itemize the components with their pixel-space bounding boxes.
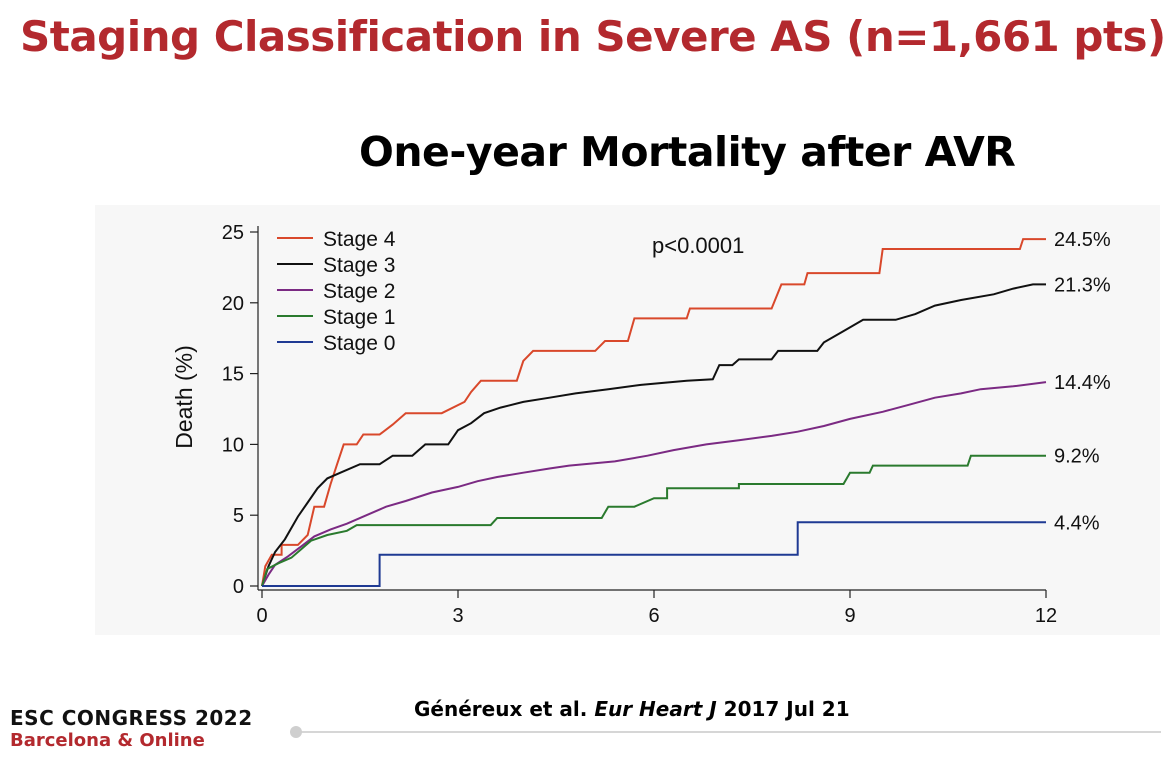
end-value-label: 4.4% xyxy=(1054,512,1100,534)
series-line-stage-2 xyxy=(261,381,1047,587)
y-tick-label: 15 xyxy=(222,364,244,386)
end-value-label: 14.4% xyxy=(1054,372,1111,394)
legend-label: Stage 4 xyxy=(323,228,396,251)
legend-label: Stage 1 xyxy=(323,306,395,329)
y-tick-label: 25 xyxy=(222,222,244,244)
end-value-label: 9.2% xyxy=(1054,446,1100,468)
x-tick-label: 0 xyxy=(256,605,267,627)
end-value-label: 21.3% xyxy=(1054,274,1111,296)
series-line-stage-0 xyxy=(262,521,1046,587)
mortality-chart: 0510152025036912Time in monthsDeath (%)p… xyxy=(171,222,1111,627)
chart-heading: One-year Mortality after AVR xyxy=(359,128,1016,176)
video-progress-track[interactable] xyxy=(296,731,1161,733)
legend-label: Stage 0 xyxy=(323,332,395,355)
y-tick-label: 5 xyxy=(233,505,244,527)
y-axis-label: Death (%) xyxy=(171,345,197,449)
series-line-stage-4 xyxy=(261,238,1046,587)
slide-title: Staging Classification in Severe AS (n=1… xyxy=(20,12,1166,61)
y-tick-label: 10 xyxy=(222,434,244,456)
x-tick-label: 12 xyxy=(1035,605,1057,627)
end-value-label: 24.5% xyxy=(1054,229,1111,251)
series-line-stage-1 xyxy=(261,454,1046,587)
congress-location: Barcelona & Online xyxy=(10,730,205,751)
x-tick-label: 3 xyxy=(452,605,463,627)
chart-area: 0510152025036912Time in monthsDeath (%)p… xyxy=(95,205,1160,635)
citation: Généreux et al. Eur Heart J 2017 Jul 21 xyxy=(414,697,850,721)
p-value-annotation: p<0.0001 xyxy=(652,233,744,258)
citation-date: 2017 Jul 21 xyxy=(723,697,850,721)
legend-label: Stage 2 xyxy=(323,280,395,303)
x-tick-label: 6 xyxy=(648,605,659,627)
y-tick-label: 20 xyxy=(222,293,244,315)
y-tick-label: 0 xyxy=(233,576,244,598)
x-tick-label: 9 xyxy=(844,605,855,627)
legend-label: Stage 3 xyxy=(323,254,395,277)
congress-name: ESC CONGRESS 2022 xyxy=(10,706,253,730)
citation-journal: Eur Heart J xyxy=(594,697,717,721)
series-line-stage-3 xyxy=(261,283,1046,587)
citation-authors: Généreux et al. xyxy=(414,697,588,721)
video-progress-handle[interactable] xyxy=(290,726,302,738)
